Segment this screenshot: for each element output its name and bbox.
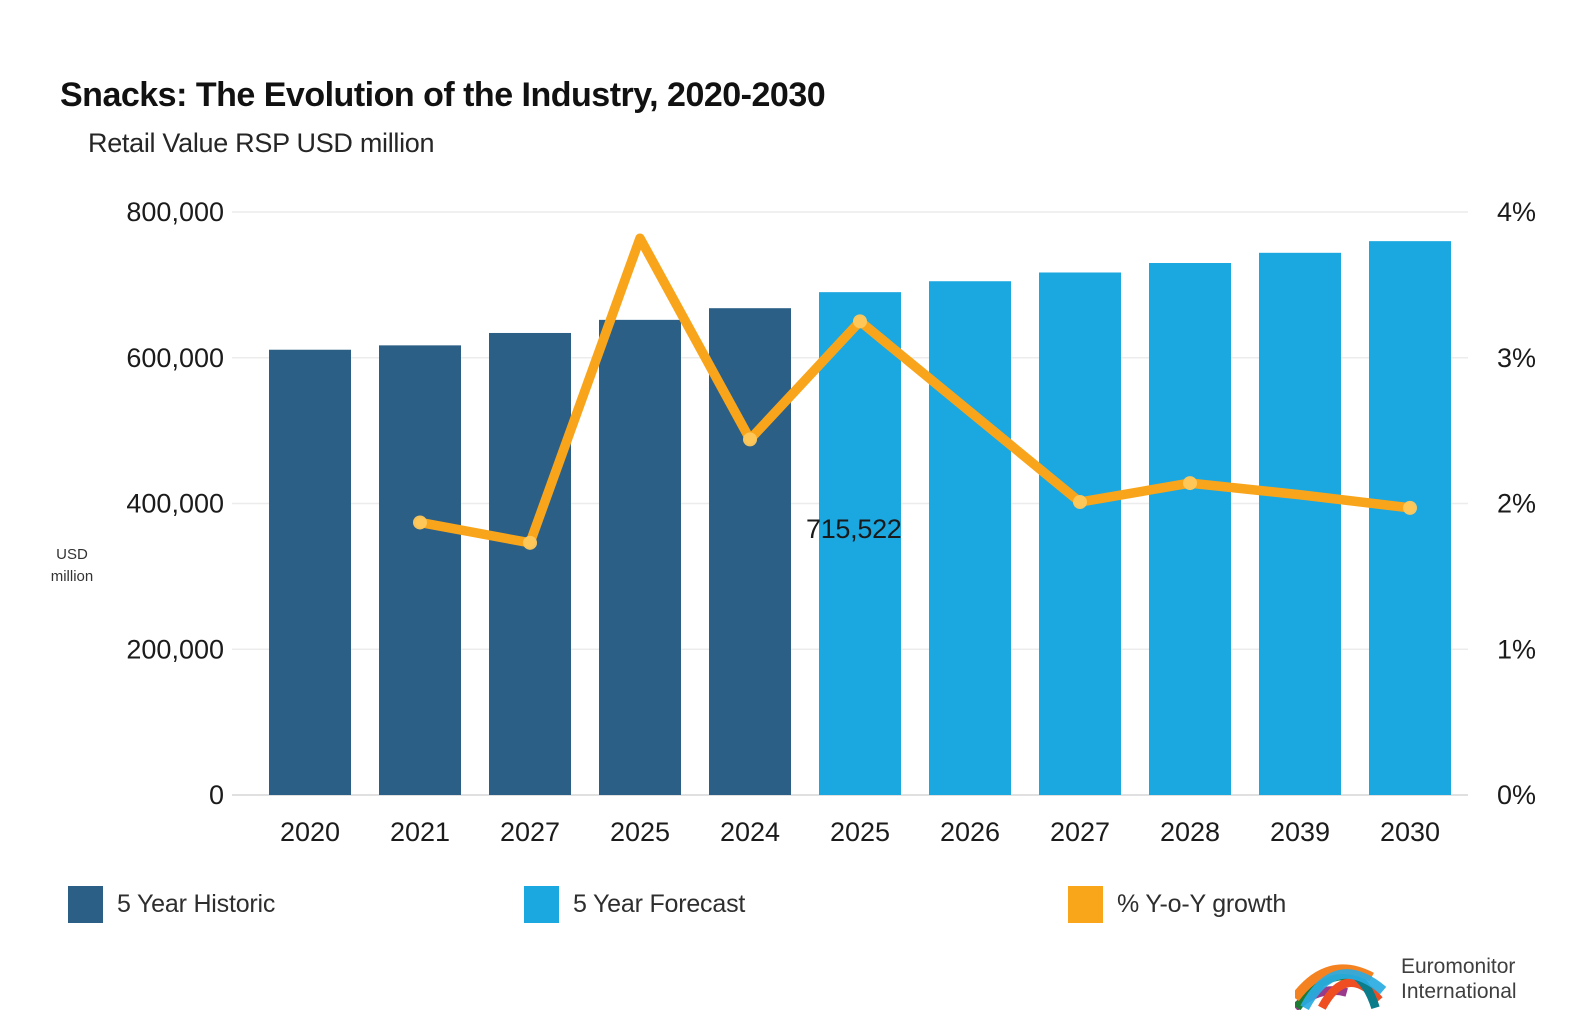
growth-line-point — [1403, 500, 1417, 515]
right-axis-tick-label: 2% — [1497, 489, 1536, 519]
logo-text: Euromonitor International — [1401, 954, 1517, 1004]
left-axis-tick-label: 400,000 — [126, 489, 224, 519]
page-title: Snacks: The Evolution of the Industry, 2… — [60, 76, 826, 114]
growth-line-point — [1073, 495, 1087, 510]
chart-legend: 5 Year Historic 5 Year Forecast % Y-o-Y … — [0, 884, 1584, 932]
left-axis-unit-line2: million — [50, 568, 94, 585]
growth-swatch-icon — [1068, 885, 1103, 923]
bar-2027-7 — [1039, 272, 1121, 796]
legend-item-growth: % Y-o-Y growth — [1068, 884, 1286, 924]
legend-label: 5 Year Forecast — [573, 889, 746, 918]
x-axis-tick-label: 2026 — [940, 817, 1000, 847]
bar-2030-10 — [1369, 241, 1451, 795]
left-axis-tick-label: 600,000 — [126, 343, 224, 373]
x-axis-tick-label: 2039 — [1270, 817, 1330, 847]
bar-2026-6 — [929, 281, 1011, 795]
growth-line — [415, 233, 1415, 548]
historic-swatch-icon — [68, 885, 103, 923]
right-axis-tick-label: 4% — [1497, 197, 1536, 227]
growth-line-point — [1183, 476, 1197, 491]
x-axis-tick-label: 2030 — [1380, 817, 1440, 847]
growth-line-point — [853, 314, 867, 329]
x-axis-tick-label: 2020 — [280, 817, 340, 847]
legend-label: 5 Year Historic — [117, 889, 276, 918]
legend-item-historic: 5 Year Historic — [68, 884, 275, 924]
bar-2027-2 — [489, 332, 571, 795]
growth-line-point — [743, 432, 757, 447]
x-axis-tick-label: 2028 — [1160, 817, 1220, 847]
bar-value-callout: 715,522 — [806, 514, 902, 544]
growth-line-point — [413, 515, 427, 530]
x-axis-tick-label: 2025 — [610, 817, 670, 847]
x-axis-tick-label: 2021 — [390, 817, 450, 847]
right-axis-tick-label: 0% — [1497, 780, 1536, 810]
logo-text-line2: International — [1401, 980, 1517, 1003]
bar-2028-8 — [1149, 263, 1231, 795]
left-axis-unit-line1: USD — [56, 546, 88, 563]
bar-2021-1 — [379, 345, 461, 795]
x-axis-tick-label: 2025 — [830, 817, 890, 847]
x-axis-tick-label: 2027 — [500, 817, 560, 847]
bar-2039-9 — [1259, 252, 1341, 795]
x-axis-tick-label: 2027 — [1050, 817, 1110, 847]
bar-2025-3 — [599, 319, 681, 795]
bar-2025-5 — [819, 292, 901, 795]
right-axis-tick-label: 1% — [1497, 634, 1536, 664]
logo-text-line1: Euromonitor — [1401, 955, 1516, 978]
growth-line-point — [523, 535, 537, 550]
legend-item-forecast: 5 Year Forecast — [524, 884, 745, 924]
left-axis-unit-label: USD million — [44, 544, 100, 588]
left-axis-tick-label: 200,000 — [126, 634, 224, 664]
euromonitor-arcs-icon — [1295, 964, 1387, 1010]
x-axis-tick-label: 2024 — [720, 817, 780, 847]
left-axis-tick-label: 800,000 — [126, 197, 224, 227]
legend-label: % Y-o-Y growth — [1117, 889, 1287, 918]
bar-2020-0 — [269, 349, 351, 795]
right-axis-tick-label: 3% — [1497, 343, 1536, 373]
page-subtitle: Retail Value RSP USD million — [88, 128, 435, 158]
euromonitor-logo: Euromonitor International — [1295, 948, 1517, 1010]
left-axis-tick-label: 0 — [209, 780, 224, 810]
forecast-swatch-icon — [524, 885, 559, 923]
